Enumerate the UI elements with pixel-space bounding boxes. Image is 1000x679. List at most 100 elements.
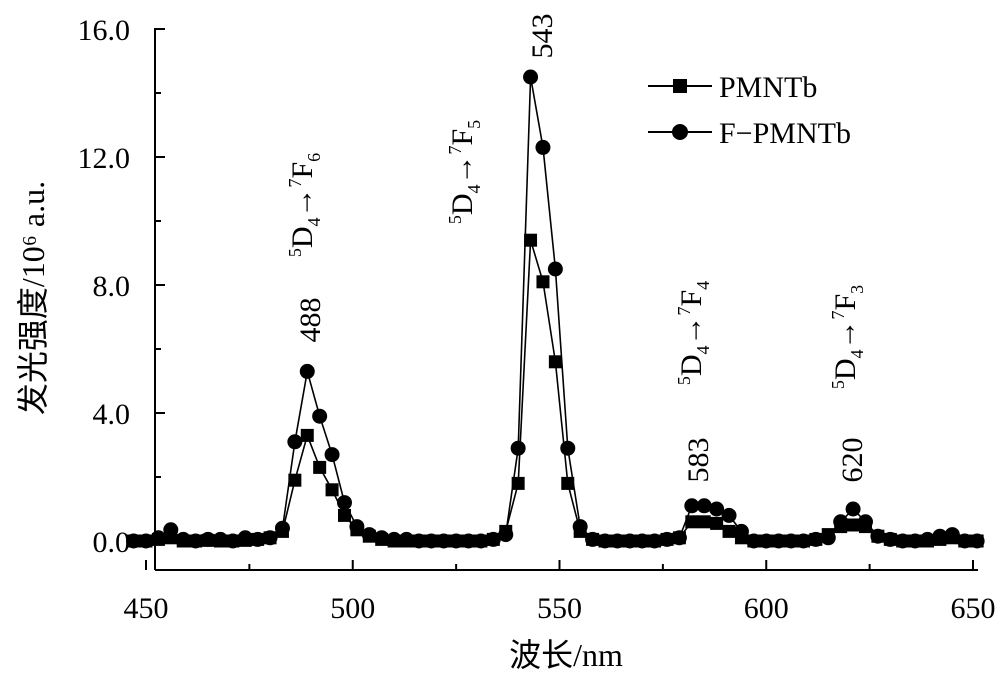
transition-part: D <box>675 355 708 377</box>
data-point-pmntb <box>846 518 860 532</box>
data-point-f-pmntb <box>510 440 526 456</box>
data-point-pmntb <box>325 483 339 497</box>
data-point-f-pmntb <box>225 533 241 549</box>
y-tick-label: 12.0 <box>78 142 131 175</box>
data-point-f-pmntb <box>733 523 749 539</box>
data-point-f-pmntb <box>647 533 663 549</box>
transition-part: 7 <box>285 179 305 188</box>
data-point-f-pmntb <box>709 501 725 517</box>
data-point-f-pmntb <box>944 527 960 543</box>
data-point-f-pmntb <box>758 533 774 549</box>
transition-part: F <box>446 129 479 146</box>
data-point-f-pmntb <box>287 434 303 450</box>
data-point-f-pmntb <box>746 533 762 549</box>
data-point-f-pmntb <box>485 531 501 547</box>
data-point-f-pmntb <box>126 533 142 549</box>
data-point-f-pmntb <box>907 533 923 549</box>
data-point-f-pmntb <box>560 440 576 456</box>
data-point-f-pmntb <box>684 498 700 514</box>
data-point-f-pmntb <box>473 533 489 549</box>
data-point-f-pmntb <box>535 139 551 155</box>
y-axis-label: 发光强度/10⁶ a.u. <box>15 181 51 415</box>
data-point-pmntb <box>524 233 538 247</box>
transition-part: 4 <box>464 185 484 194</box>
transition-part: → <box>446 155 479 185</box>
y-tick-label: 16.0 <box>78 14 131 47</box>
data-point-f-pmntb <box>721 507 737 523</box>
data-point-f-pmntb <box>237 530 253 546</box>
data-point-f-pmntb <box>895 533 911 549</box>
transition-part: F <box>829 294 862 311</box>
data-point-f-pmntb <box>411 533 427 549</box>
transition-part: D <box>829 359 862 381</box>
transition-part: 5 <box>674 376 694 385</box>
data-point-f-pmntb <box>200 531 216 547</box>
data-point-f-pmntb <box>771 533 787 549</box>
data-point-f-pmntb <box>399 531 415 547</box>
data-point-f-pmntb <box>299 363 315 379</box>
data-point-f-pmntb <box>634 533 650 549</box>
transition-part: 5 <box>445 215 465 224</box>
data-point-pmntb <box>313 460 327 474</box>
data-point-pmntb <box>536 275 550 289</box>
transition-part: 5 <box>464 120 484 129</box>
data-point-f-pmntb <box>609 533 625 549</box>
legend-label-pmntb: PMNTb <box>719 71 817 104</box>
data-point-f-pmntb <box>920 531 936 547</box>
data-point-f-pmntb <box>448 533 464 549</box>
series-layer <box>126 69 985 549</box>
data-point-pmntb <box>511 476 525 490</box>
transition-part: D <box>286 227 319 249</box>
data-point-f-pmntb <box>150 530 166 546</box>
data-point-f-pmntb <box>833 514 849 530</box>
x-tick-label: 550 <box>537 592 582 625</box>
data-point-f-pmntb <box>795 533 811 549</box>
legend-item-pmntb: PMNTb <box>648 71 817 104</box>
data-point-f-pmntb <box>572 519 588 535</box>
data-point-f-pmntb <box>969 533 985 549</box>
data-point-f-pmntb <box>250 531 266 547</box>
data-point-f-pmntb <box>597 533 613 549</box>
data-point-f-pmntb <box>175 531 191 547</box>
transition-part: 4 <box>693 281 713 290</box>
data-point-f-pmntb <box>324 447 340 463</box>
data-point-f-pmntb <box>882 531 898 547</box>
data-point-f-pmntb <box>857 514 873 530</box>
data-point-f-pmntb <box>820 530 836 546</box>
data-point-pmntb <box>337 508 351 522</box>
data-point-f-pmntb <box>312 408 328 424</box>
y-tick-label: 4.0 <box>93 398 131 431</box>
transition-part: D <box>446 194 479 216</box>
peak-label-620: 620 <box>836 438 869 483</box>
transition-part: F <box>675 290 708 307</box>
data-point-f-pmntb <box>671 530 687 546</box>
data-point-f-pmntb <box>361 527 377 543</box>
transition-label-488: 5D4→7F6 <box>285 153 324 257</box>
transition-part: 4 <box>847 350 867 359</box>
legend-item-f-pmntb: F−PMNTb <box>648 117 851 150</box>
data-point-f-pmntb <box>659 531 675 547</box>
transition-part: 3 <box>847 285 867 294</box>
peak-label-543: 543 <box>526 14 559 59</box>
data-point-f-pmntb <box>423 533 439 549</box>
transition-part: 4 <box>693 346 713 355</box>
data-point-f-pmntb <box>585 531 601 547</box>
transition-part: → <box>675 316 708 346</box>
ticks: 450 500 550 600 650 0.0 4.0 8.0 12.0 16.0 <box>78 14 996 625</box>
data-point-f-pmntb <box>696 498 712 514</box>
data-point-pmntb <box>722 524 736 538</box>
data-point-f-pmntb <box>783 533 799 549</box>
transition-part: 7 <box>445 146 465 155</box>
data-point-pmntb <box>710 516 724 530</box>
data-point-f-pmntb <box>808 531 824 547</box>
data-point-pmntb <box>685 515 699 529</box>
legend: PMNTb F−PMNTb <box>648 71 851 150</box>
y-tick-label: 0.0 <box>93 526 131 559</box>
data-point-pmntb <box>548 355 562 369</box>
legend-marker-pmntb <box>673 79 687 93</box>
data-point-f-pmntb <box>436 533 452 549</box>
data-point-f-pmntb <box>386 531 402 547</box>
x-tick-label: 600 <box>744 592 789 625</box>
data-point-f-pmntb <box>262 530 278 546</box>
data-point-f-pmntb <box>349 519 365 535</box>
